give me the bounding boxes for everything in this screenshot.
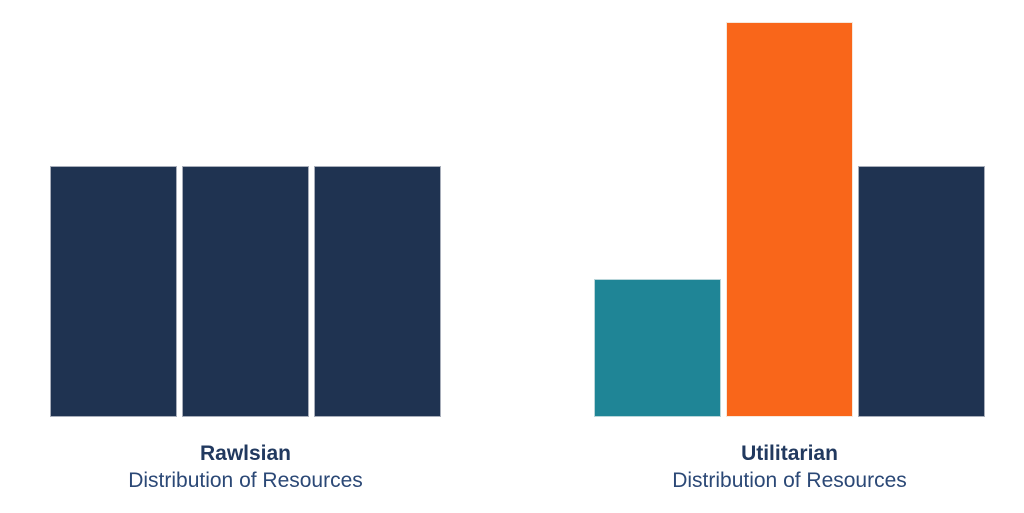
- rawlsian-chart-title: Rawlsian: [199, 442, 292, 465]
- utilitarian-bar-group: [594, 22, 985, 417]
- rawlsian-chart-panel: Rawlsian Distribution of Resources: [50, 22, 441, 494]
- dark-navy-bar: [50, 166, 177, 417]
- rawlsian-chart-subtitle: Distribution of Resources: [128, 469, 363, 492]
- rawlsian-bar-group: [50, 22, 441, 417]
- dark-navy-bar: [314, 166, 441, 417]
- dark-navy-bar: [182, 166, 309, 417]
- dark-navy-bar: [858, 166, 985, 417]
- utilitarian-chart-panel: Utilitarian Distribution of Resources: [594, 22, 985, 494]
- utilitarian-caption: Utilitarian Distribution of Resources: [594, 440, 985, 494]
- orange-bar: [726, 22, 853, 417]
- utilitarian-chart-subtitle: Distribution of Resources: [672, 469, 907, 492]
- utilitarian-chart-title: Utilitarian: [741, 442, 838, 465]
- rawlsian-caption: Rawlsian Distribution of Resources: [50, 440, 441, 494]
- teal-bar: [594, 279, 721, 417]
